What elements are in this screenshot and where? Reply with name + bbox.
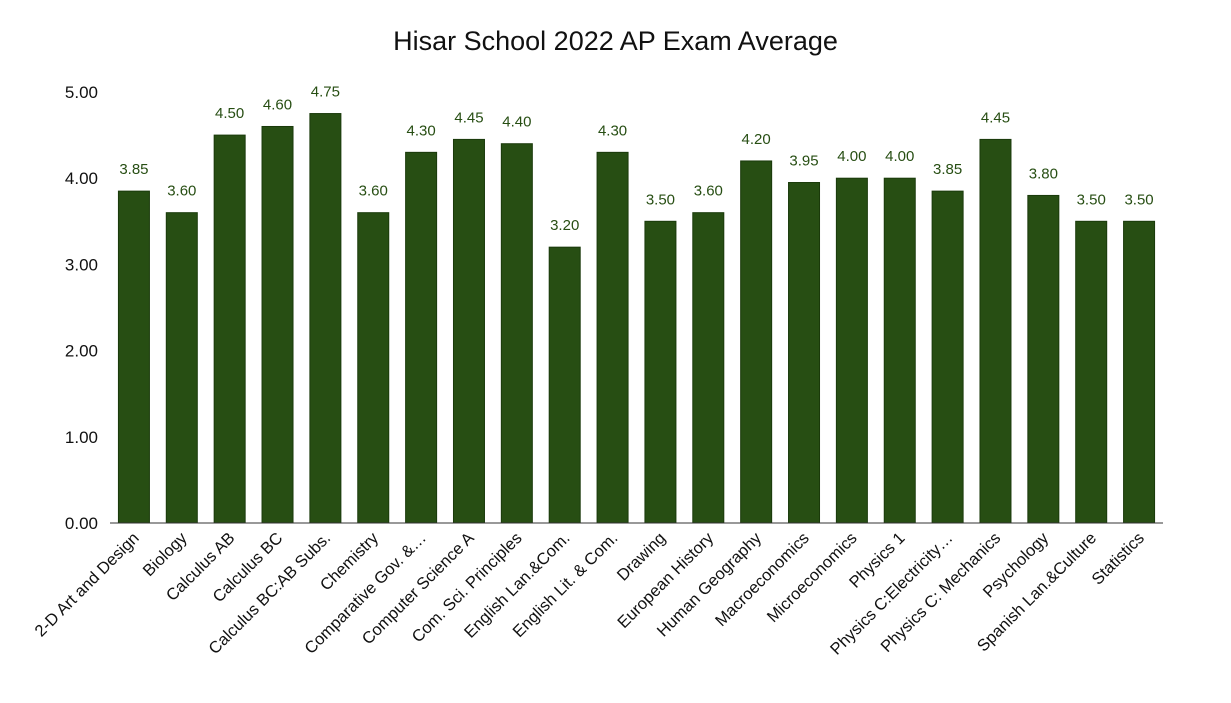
chart-title: Hisar School 2022 AP Exam Average (393, 26, 838, 56)
data-label: 3.80 (1029, 165, 1058, 182)
y-tick-label: 1.00 (65, 428, 98, 447)
data-label: 3.20 (550, 217, 579, 234)
bar (883, 177, 916, 524)
data-label: 3.50 (1077, 191, 1106, 208)
x-tick-label: Statistics (1088, 529, 1147, 588)
bar (788, 182, 821, 524)
data-label: 3.85 (933, 161, 962, 178)
bar (548, 246, 581, 524)
data-label: 3.50 (646, 191, 675, 208)
data-label: 4.45 (454, 109, 483, 126)
data-label: 4.30 (598, 122, 627, 139)
bar (452, 138, 485, 524)
data-label: 4.40 (502, 114, 531, 131)
bars (117, 113, 1156, 524)
bar (931, 190, 964, 524)
data-label: 4.60 (263, 96, 292, 113)
bar (357, 212, 390, 524)
bar (309, 113, 342, 524)
data-label: 4.75 (311, 84, 340, 101)
bar (500, 143, 533, 524)
data-label: 4.30 (407, 122, 436, 139)
x-tick-label: 2-D Art and Design (31, 529, 142, 640)
data-labels: 3.85 3.60 4.50 4.60 4.75 3.60 4.30 4.45 4.40 3.20… (119, 84, 1153, 235)
bar (213, 134, 246, 524)
bar (261, 125, 294, 524)
data-label: 4.20 (742, 131, 771, 148)
y-axis: 0.00 1.00 2.00 3.00 4.00 5.00 (65, 83, 98, 533)
bar (165, 212, 198, 524)
data-label: 3.60 (167, 183, 196, 200)
bar (692, 212, 725, 524)
bar (1027, 194, 1060, 524)
bar (117, 190, 150, 524)
bar (405, 151, 438, 524)
data-label: 4.00 (885, 148, 914, 165)
bar (644, 220, 677, 524)
data-label: 3.60 (694, 183, 723, 200)
data-label: 4.50 (215, 105, 244, 122)
data-label: 3.95 (789, 153, 818, 170)
data-label: 4.00 (837, 148, 866, 165)
data-label: 3.50 (1124, 191, 1153, 208)
data-label: 4.45 (981, 109, 1010, 126)
y-tick-label: 4.00 (65, 169, 98, 188)
data-label: 3.60 (359, 183, 388, 200)
bar (1123, 220, 1156, 524)
data-label: 3.85 (119, 161, 148, 178)
bar (740, 160, 773, 524)
y-tick-label: 0.00 (65, 514, 98, 533)
bar (1075, 220, 1108, 524)
y-tick-label: 2.00 (65, 342, 98, 361)
bar (979, 138, 1012, 524)
bar (835, 177, 868, 524)
bar (596, 151, 629, 524)
y-tick-label: 5.00 (65, 83, 98, 102)
y-tick-label: 3.00 (65, 255, 98, 274)
